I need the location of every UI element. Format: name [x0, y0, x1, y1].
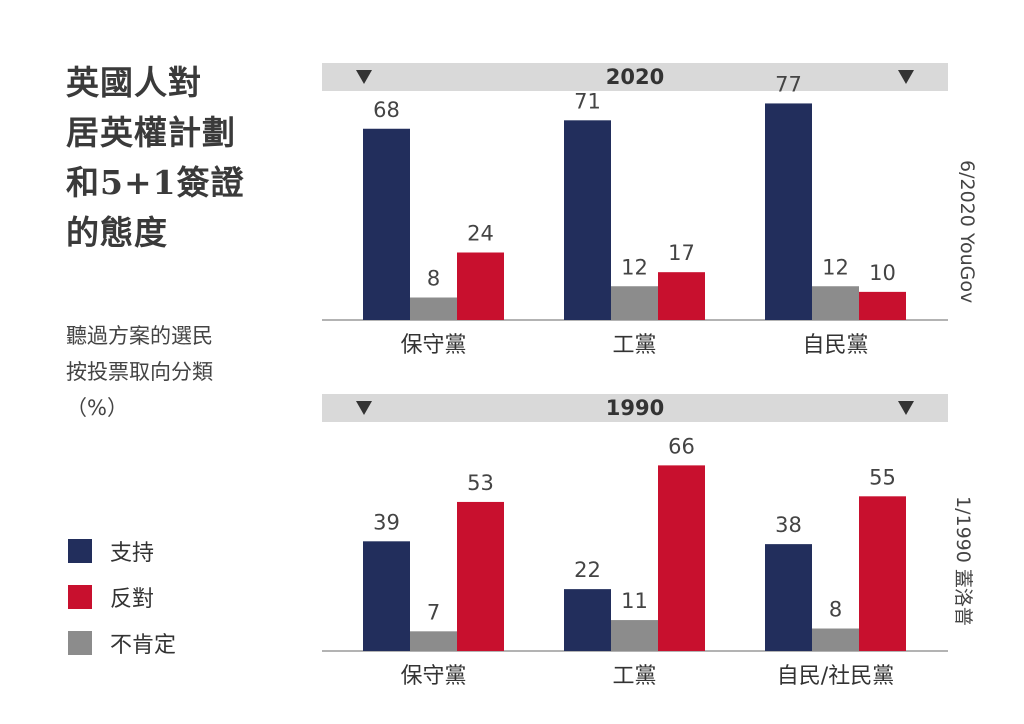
- legend-item-support: 支持: [68, 528, 176, 574]
- data-label: 8: [427, 267, 440, 291]
- bar: [363, 128, 410, 320]
- data-label: 10: [869, 261, 896, 285]
- category-label: 自民黨: [802, 333, 868, 358]
- legend-label: 反對: [110, 587, 155, 612]
- legend: 支持 反對 不肯定: [68, 528, 176, 666]
- bar: [611, 620, 658, 651]
- data-label: 24: [467, 222, 494, 246]
- legend-swatch: [68, 539, 92, 563]
- legend-label: 不肯定: [110, 633, 177, 658]
- triangle-down-icon: [898, 401, 914, 415]
- bar: [363, 541, 410, 651]
- panel-year: 2020: [605, 65, 665, 89]
- data-label: 12: [621, 255, 648, 279]
- bar: [564, 120, 611, 320]
- bar: [765, 544, 812, 651]
- bar: [859, 496, 906, 651]
- category-label: 保守黨: [400, 664, 466, 689]
- data-label: 68: [373, 98, 400, 122]
- bar: [410, 297, 457, 320]
- bar: [410, 631, 457, 651]
- subtitle-line: （%）: [66, 396, 128, 420]
- data-label: 7: [427, 600, 440, 624]
- legend-swatch: [68, 585, 92, 609]
- category-label: 工黨: [612, 333, 656, 358]
- bar: [812, 628, 859, 651]
- title-line: 和5+1簽證: [66, 163, 245, 202]
- bar: [611, 286, 658, 320]
- title-line: 居英權計劃: [66, 113, 236, 152]
- data-label: 55: [869, 465, 896, 489]
- data-label: 39: [373, 510, 400, 534]
- bar: [859, 291, 906, 320]
- bar: [658, 465, 705, 651]
- category-label: 保守黨: [400, 333, 466, 358]
- category-label: 自民/社民黨: [777, 664, 894, 689]
- legend-label: 支持: [110, 541, 155, 566]
- title-line: 英國人對: [66, 63, 202, 102]
- title-line: 的態度: [66, 213, 168, 252]
- panel-header-2020: 2020: [322, 63, 948, 91]
- data-label: 66: [668, 434, 695, 458]
- data-label: 17: [668, 241, 695, 265]
- data-label: 77: [775, 72, 802, 96]
- legend-item-unsure: 不肯定: [68, 620, 176, 666]
- subtitle-line: 聽過方案的選民: [66, 324, 213, 348]
- triangle-down-icon: [356, 401, 372, 415]
- bar: [457, 501, 504, 651]
- panel-header-1990: 1990: [322, 394, 948, 422]
- data-label: 8: [829, 598, 842, 622]
- subtitle-line: 按投票取向分類: [66, 360, 213, 384]
- panel-year: 1990: [605, 396, 665, 420]
- data-label: 11: [621, 589, 648, 613]
- legend-item-oppose: 反對: [68, 574, 176, 620]
- triangle-down-icon: [356, 70, 372, 84]
- data-label: 12: [822, 255, 849, 279]
- bar: [765, 103, 812, 320]
- chart-subtitle: 聽過方案的選民 按投票取向分類 （%）: [66, 318, 286, 426]
- bar: [812, 286, 859, 320]
- data-label: 71: [574, 89, 601, 113]
- chart-title: 英國人對 居英權計劃 和5+1簽證 的態度: [66, 58, 276, 258]
- triangle-down-icon: [898, 70, 914, 84]
- bar: [457, 252, 504, 320]
- category-label: 工黨: [612, 664, 656, 689]
- data-label: 38: [775, 513, 802, 537]
- bar: [564, 589, 611, 651]
- data-label: 22: [574, 558, 601, 582]
- data-label: 53: [467, 471, 494, 495]
- legend-swatch: [68, 631, 92, 655]
- bar: [658, 272, 705, 320]
